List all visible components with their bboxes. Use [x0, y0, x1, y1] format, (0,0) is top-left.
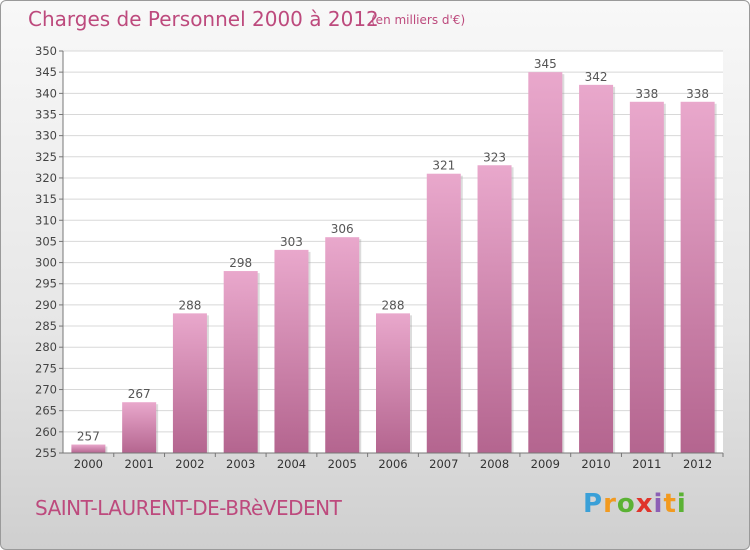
data-label: 323	[483, 150, 506, 164]
y-tick-labels: 255 260 265 270 275 280 285 290 295 300 305 310 315 3…	[35, 44, 57, 460]
x-tick-label: 2009	[531, 457, 560, 471]
data-label: 345	[534, 57, 557, 71]
y-tick-label: 300	[35, 256, 57, 270]
y-tick-label: 255	[35, 446, 57, 460]
commune-name: SAINT-LAURENT-DE-BRèVEDENT	[35, 496, 342, 520]
y-tick-label: 290	[35, 298, 57, 312]
x-tick-label: 2006	[378, 457, 407, 471]
logo-letter: x	[635, 489, 654, 519]
x-tick-label: 2000	[74, 457, 103, 471]
data-label: 267	[128, 387, 151, 401]
y-tick-label: 275	[35, 361, 57, 375]
x-tick-label: 2008	[480, 457, 509, 471]
y-tick-label: 315	[35, 192, 57, 206]
data-label: 338	[635, 87, 658, 101]
y-tick-label: 280	[35, 340, 57, 354]
y-tick-label: 330	[35, 129, 57, 143]
bars	[71, 72, 717, 454]
bar	[579, 84, 614, 453]
chart-title: Charges de Personnel 2000 à 2012	[28, 7, 379, 31]
x-tick-label: 2001	[125, 457, 154, 471]
y-tick-label: 350	[35, 44, 57, 58]
logo-letter: i	[676, 489, 687, 519]
bar	[426, 173, 461, 453]
x-tick-label: 2005	[328, 457, 357, 471]
data-label: 303	[280, 235, 303, 249]
y-tick-label: 320	[35, 171, 57, 185]
data-label: 338	[686, 87, 709, 101]
y-tick-label: 310	[35, 213, 57, 227]
bar	[477, 165, 512, 453]
bar	[122, 402, 157, 453]
bar	[223, 271, 258, 453]
bar	[680, 101, 715, 454]
y-tick-label: 325	[35, 150, 57, 164]
y-tick-label: 340	[35, 86, 57, 100]
bar	[274, 249, 309, 453]
y-tick-label: 335	[35, 107, 57, 121]
y-tick-label: 260	[35, 425, 57, 439]
data-label: 306	[331, 222, 354, 236]
logo-letter: r	[603, 489, 617, 519]
bar	[172, 313, 207, 453]
data-label: 298	[229, 256, 252, 270]
x-tick-label: 2007	[429, 457, 458, 471]
x-tick-label: 2011	[632, 457, 661, 471]
chart-unit-label: (en milliers d'€)	[371, 13, 466, 27]
proxiti-logo: Proxiti	[583, 489, 687, 519]
data-label: 288	[382, 298, 405, 312]
bar	[528, 72, 563, 453]
logo-letter: o	[616, 489, 636, 519]
y-tick-label: 345	[35, 65, 57, 79]
y-tick-label: 305	[35, 234, 57, 248]
data-label: 257	[77, 430, 100, 444]
y-tick-label: 285	[35, 319, 57, 333]
logo-letter: P	[583, 489, 604, 519]
x-tick-label: 2010	[581, 457, 610, 471]
x-tick-label: 2004	[277, 457, 306, 471]
y-tick-label: 265	[35, 404, 57, 418]
axes	[62, 51, 723, 454]
x-tick-labels: 2000 2001 2002 2003 2004 2005 2006 2007 2008 2009…	[74, 453, 724, 471]
data-labels: 257 267 288 298 303 306 288 321 323 345 342 338 338	[77, 57, 709, 443]
y-tick-label: 295	[35, 277, 57, 291]
data-label: 321	[432, 159, 455, 173]
data-label: 288	[178, 298, 201, 312]
y-tick-label: 270	[35, 383, 57, 397]
bar	[71, 444, 106, 453]
bar	[629, 101, 664, 454]
x-tick-label: 2002	[175, 457, 204, 471]
bar	[325, 237, 360, 453]
logo-letter: i	[653, 489, 664, 519]
bar	[376, 313, 410, 453]
logo-letter: t	[663, 489, 677, 519]
x-tick-label: 2012	[683, 457, 712, 471]
data-label: 342	[585, 70, 608, 84]
x-tick-label: 2003	[226, 457, 255, 471]
